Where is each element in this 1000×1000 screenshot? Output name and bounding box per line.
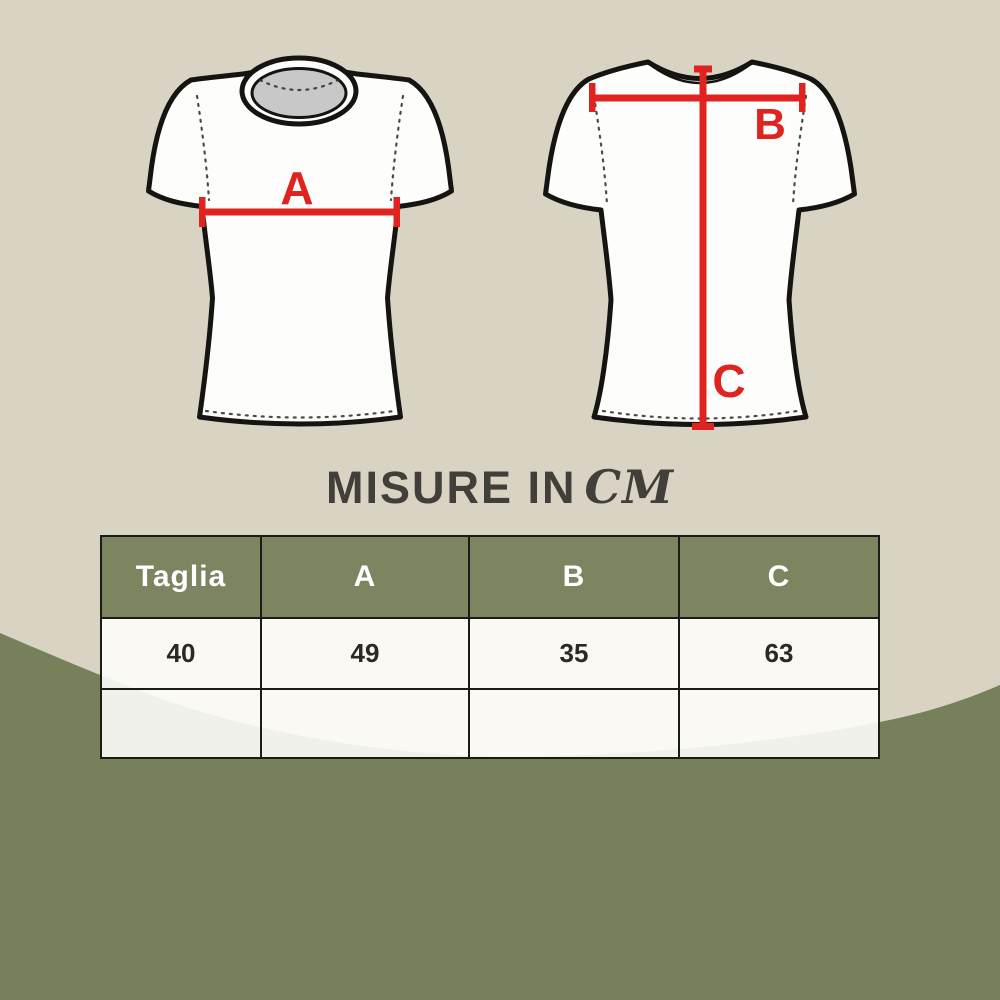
measurement-line-c [692,65,714,430]
size-table-empty-row [100,688,880,759]
measurement-label-c: C [712,355,745,407]
size-table-cell-empty [100,688,262,759]
title-main: MISURE IN [325,462,577,513]
front-right-sleeve-seam [389,94,405,202]
measurement-line-a [199,197,400,227]
size-table-cell-taglia: 40 [100,617,262,690]
tshirt-front-collar-inner [250,67,348,119]
size-table-cell-a: 49 [260,617,470,690]
back-right-sleeve-seam [791,94,808,207]
measurement-label-b: B [754,100,786,149]
size-table-cell-empty [678,688,880,759]
size-table-header-a: A [260,535,470,619]
size-table-cell-empty [260,688,470,759]
back-left-sleeve-seam [592,94,609,207]
size-table: Taglia A B C 40 49 35 63 [100,535,880,759]
size-table-cell-empty [468,688,680,759]
tshirt-front-illustration: A [146,55,454,427]
front-collar-stitch [258,78,340,92]
size-table-cell-c: 63 [678,617,880,690]
size-table-header-taglia: Taglia [100,535,262,619]
title-unit: CM [584,460,675,514]
size-table-header-b: B [468,535,680,619]
size-table-header-c: C [678,535,880,619]
size-table-row-40: 40 49 35 63 [100,617,880,690]
tshirt-front-body [146,66,454,427]
measurement-line-b [589,83,806,112]
tshirt-back-illustration: B C [543,59,857,430]
front-left-sleeve-seam [195,94,211,202]
tshirt-measurement-diagram: A B C [146,55,857,430]
size-table-cell-b: 35 [468,617,680,690]
measurement-label-a: A [280,162,313,214]
page-title: MISURE IN CM [0,460,1000,514]
size-table-header-row: Taglia A B C [100,535,880,619]
